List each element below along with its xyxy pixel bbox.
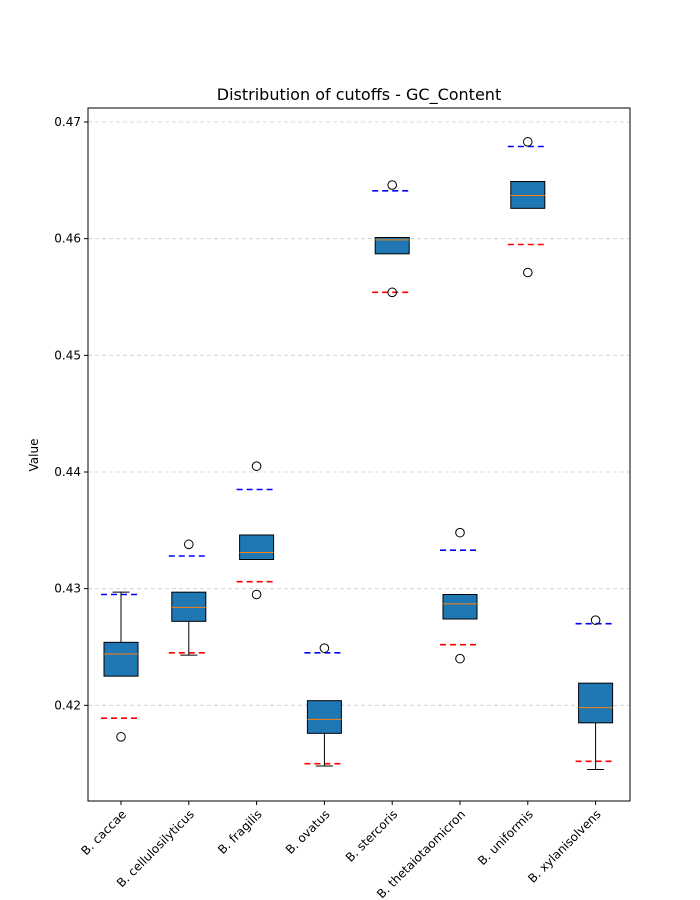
x-tick-label: B. xylanisolvens — [525, 807, 603, 885]
box-group — [442, 527, 478, 664]
box-iqr — [171, 591, 207, 622]
y-tick-label: 0.46 — [54, 232, 81, 246]
plot-frame — [87, 107, 631, 802]
x-tick-label: B. fragilis — [215, 807, 265, 857]
box-group — [239, 461, 275, 600]
box-iqr — [578, 682, 614, 724]
box-group — [306, 643, 342, 767]
x-tick-label: B. uniformis — [475, 807, 536, 868]
box-group — [578, 615, 614, 770]
box-group — [374, 180, 410, 298]
outlier-point — [116, 732, 126, 742]
y-tick-label: 0.43 — [54, 582, 81, 596]
box-group — [171, 539, 207, 656]
box-iqr — [306, 700, 342, 734]
y-axis: 0.42 0.43 0.44 0.45 0.46 0.47 — [54, 115, 88, 712]
y-tick-label: 0.45 — [54, 348, 81, 362]
box-group — [510, 137, 546, 278]
x-tick-label: B. ovatus — [283, 807, 333, 857]
y-axis-label: Value — [27, 439, 41, 472]
outlier-point — [455, 653, 465, 664]
y-tick-label: 0.42 — [54, 698, 81, 712]
cutoff-lines — [101, 145, 616, 765]
box-iqr — [374, 237, 410, 255]
y-tick-label: 0.47 — [54, 115, 81, 129]
y-tick-label: 0.44 — [54, 465, 81, 479]
chart-title: Distribution of cutoffs - GC_Content — [217, 85, 501, 105]
box-iqr — [442, 594, 478, 620]
outlier-point — [523, 267, 533, 278]
outlier-point — [184, 539, 194, 550]
outlier-point — [387, 287, 398, 298]
outlier-point — [319, 643, 330, 653]
box-iqr — [510, 181, 546, 209]
boxes — [103, 137, 614, 770]
outlier-point — [455, 527, 465, 538]
outlier-point — [251, 461, 262, 471]
outlier-point — [387, 180, 398, 190]
outlier-point — [523, 137, 533, 147]
outlier-point — [590, 615, 601, 625]
box-iqr — [103, 641, 139, 677]
grid-lines — [88, 121, 630, 706]
outlier-point — [251, 589, 262, 600]
box-iqr — [239, 534, 275, 560]
x-tick-label: B. stercoris — [343, 807, 401, 865]
x-tick-label: B. caccae — [78, 807, 129, 858]
box-group — [103, 591, 139, 742]
